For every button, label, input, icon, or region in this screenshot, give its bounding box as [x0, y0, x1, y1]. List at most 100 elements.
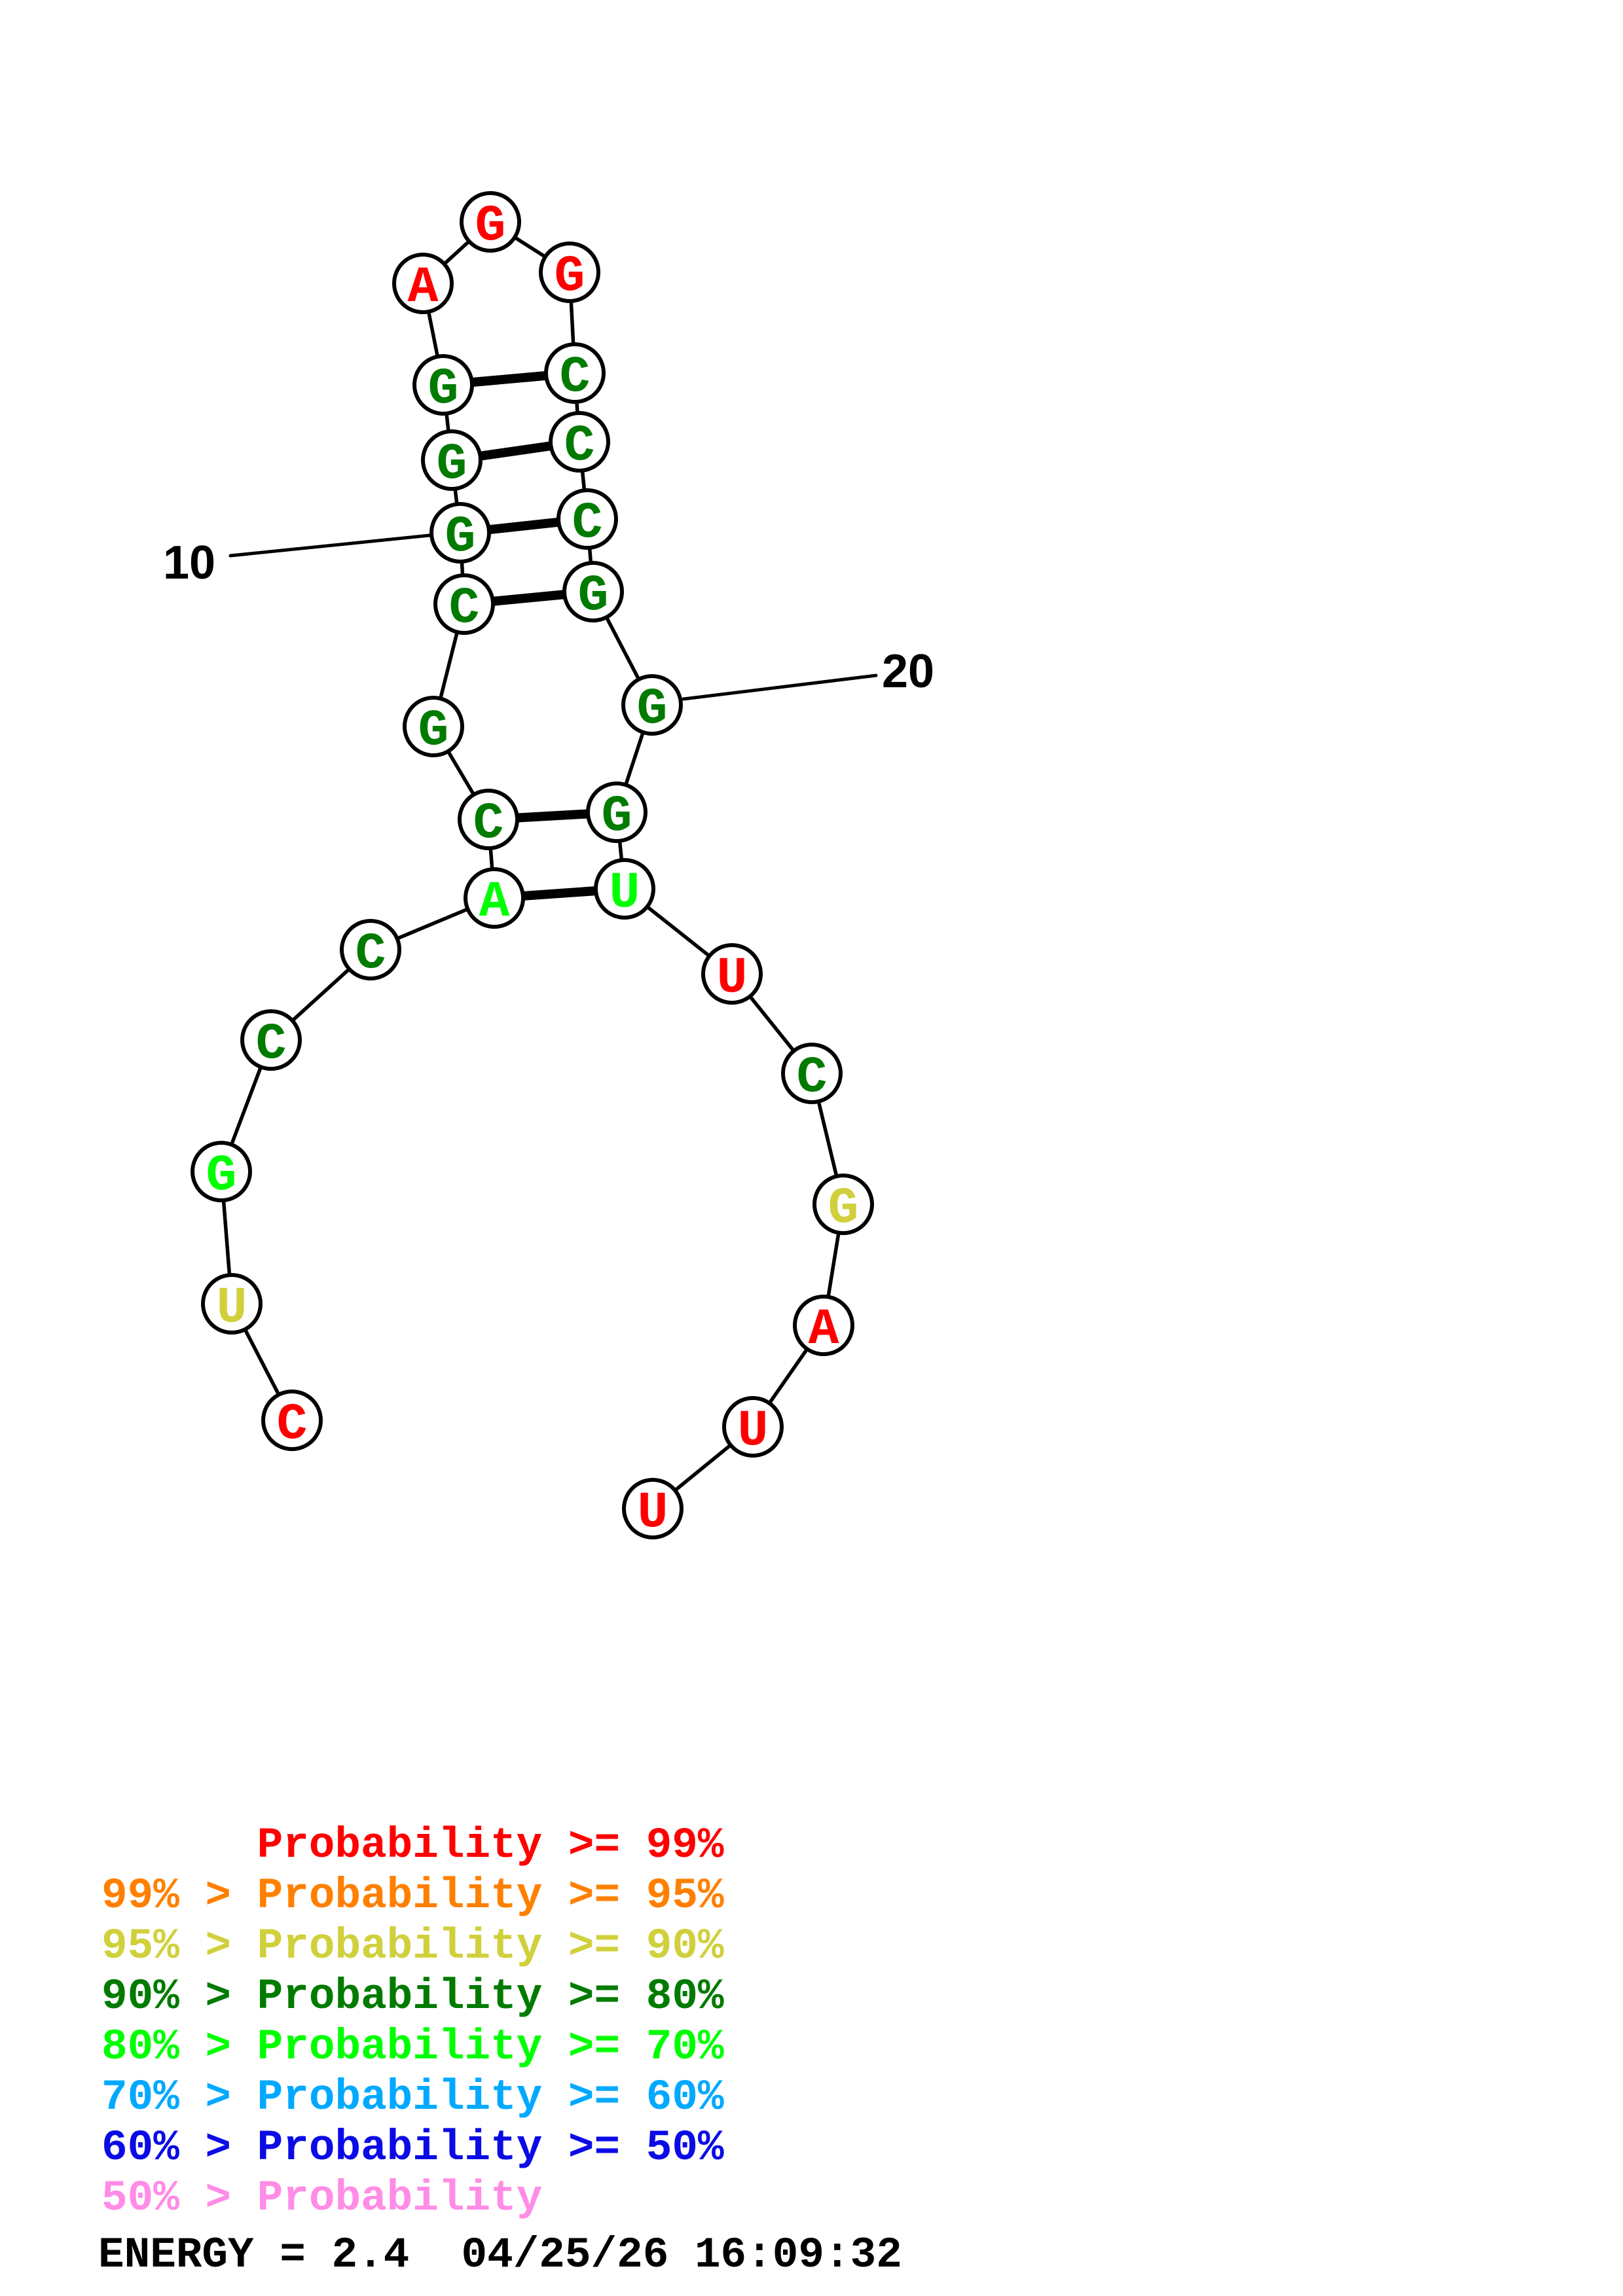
nucleotide-letter: A	[809, 1301, 839, 1359]
position-label-line	[228, 533, 431, 558]
nucleotide-node: C	[340, 919, 401, 983]
nucleotide-circle	[464, 867, 525, 929]
nucleotide-node: U	[201, 1273, 263, 1337]
nucleotide-circle	[340, 919, 401, 980]
nucleotide-circle	[539, 242, 600, 303]
nucleotide-node: G	[562, 561, 624, 625]
nucleotide-letter: G	[445, 509, 476, 566]
nucleotide-node: A	[464, 867, 525, 931]
nucleotide-node: G	[812, 1174, 874, 1238]
nucleotide-node: G	[421, 429, 483, 493]
position-label-line-layer	[228, 533, 878, 701]
position-label-line	[682, 673, 878, 701]
nucleotide-circle	[201, 1273, 263, 1335]
nucleotide-node: G	[586, 781, 647, 846]
nucleotide-circle	[594, 858, 655, 920]
nucleotide-node: U	[701, 943, 763, 1007]
nucleotide-node: C	[781, 1043, 843, 1107]
nucleotide-node: G	[412, 354, 474, 418]
nucleotide-letter: U	[717, 950, 748, 1007]
nucleotide-circle	[722, 1396, 784, 1458]
nucleotide-circle	[429, 502, 491, 564]
nucleotide-letter: U	[217, 1280, 247, 1337]
nucleotide-circle	[392, 253, 454, 314]
nucleotide-node: G	[429, 502, 491, 566]
nucleotide-circle	[433, 573, 495, 635]
nucleotide-circle	[556, 488, 618, 550]
nucleotide-node: C	[433, 573, 495, 637]
nucleotide-node: U	[622, 1478, 684, 1542]
energy-line: ENERGY = 2.4 04/25/26 16:09:32	[98, 2231, 902, 2280]
backbone-layer	[219, 220, 845, 1511]
nucleotide-letter: G	[602, 788, 632, 846]
nucleotide-node: G	[191, 1141, 252, 1205]
nucleotide-circle	[403, 696, 464, 757]
position-label-layer: 10 20	[163, 537, 934, 698]
nucleotide-letter: C	[560, 349, 591, 406]
nucleotide-node: A	[392, 253, 454, 317]
nucleotide-letter: C	[256, 1016, 287, 1073]
nucleotide-node: G	[403, 696, 464, 760]
nucleotide-node: C	[556, 488, 618, 552]
nucleotide-node: C	[240, 1009, 302, 1073]
nucleotide-letter: G	[418, 702, 449, 760]
nucleotide-letter: U	[738, 1403, 769, 1460]
nucleotide-circle	[191, 1141, 252, 1202]
nucleotide-circle	[460, 191, 521, 253]
nucleotide-letter: G	[206, 1147, 237, 1205]
nucleotide-letter: C	[277, 1396, 308, 1454]
nucleotide-letter: G	[475, 198, 506, 255]
nucleotide-letter: A	[479, 874, 510, 931]
nucleotide-node: C	[458, 789, 519, 853]
nucleotide-node: G	[621, 674, 683, 738]
nucleotide-node: G	[539, 242, 600, 306]
legend-row: 50% > Probability	[101, 2174, 542, 2223]
nucleotide-letter: C	[356, 925, 386, 983]
nucleotide-node: U	[722, 1396, 784, 1460]
nucleotide-circle	[544, 342, 606, 404]
legend-row: 90% > Probability >= 80%	[101, 1972, 724, 2021]
nucleotide-circle	[261, 1390, 323, 1451]
nucleotide-letter: G	[828, 1180, 859, 1238]
nucleotide-circle	[812, 1174, 874, 1235]
nucleotide-letter: C	[449, 580, 480, 637]
nucleotide-letter: U	[638, 1484, 668, 1542]
nucleotide-circle	[562, 561, 624, 622]
nucleotide-circle	[240, 1009, 302, 1071]
nucleotide-letter: G	[555, 248, 585, 306]
nucleotide-letter: G	[578, 567, 609, 625]
nucleotide-circle	[421, 429, 483, 491]
nucleotide-circle	[586, 781, 647, 843]
legend-row: Probability >= 99%	[257, 1821, 724, 1870]
nucleotide-node: C	[261, 1390, 323, 1454]
nucleotide-letter: G	[428, 361, 459, 418]
position-label-text: 10	[163, 537, 215, 589]
nucleotide-circle	[701, 943, 763, 1005]
nucleotide-circle	[622, 1478, 684, 1539]
legend-row: 99% > Probability >= 95%	[101, 1871, 724, 1920]
nucleotide-letter: A	[408, 259, 439, 317]
nucleotide-node: C	[549, 411, 610, 475]
nucleotide-letter: U	[610, 865, 640, 922]
nucleotide-circle	[549, 411, 610, 473]
legend-row: 60% > Probability >= 50%	[101, 2123, 724, 2172]
nucleotide-letter: C	[564, 418, 595, 475]
legend-row: 70% > Probability >= 60%	[101, 2073, 724, 2122]
nucleotide-circle	[793, 1295, 854, 1356]
nucleotide-letter: G	[637, 681, 668, 738]
legend-row: 95% > Probability >= 90%	[101, 1922, 724, 1971]
nucleotide-circle	[412, 354, 474, 416]
nucleotide-letter: C	[473, 795, 504, 853]
probability-legend: Probability >= 99%99% > Probability >= 9…	[101, 1821, 724, 2223]
nucleotide-circle	[781, 1043, 843, 1104]
nucleotide-node: A	[793, 1295, 854, 1359]
nucleotide-node: C	[544, 342, 606, 406]
nucleotide-letter: G	[437, 436, 467, 493]
nucleotide-node: U	[594, 858, 655, 922]
nucleotide-circle	[621, 674, 683, 736]
nucleotide-node: G	[460, 191, 521, 255]
legend-row: 80% > Probability >= 70%	[101, 2022, 724, 2072]
